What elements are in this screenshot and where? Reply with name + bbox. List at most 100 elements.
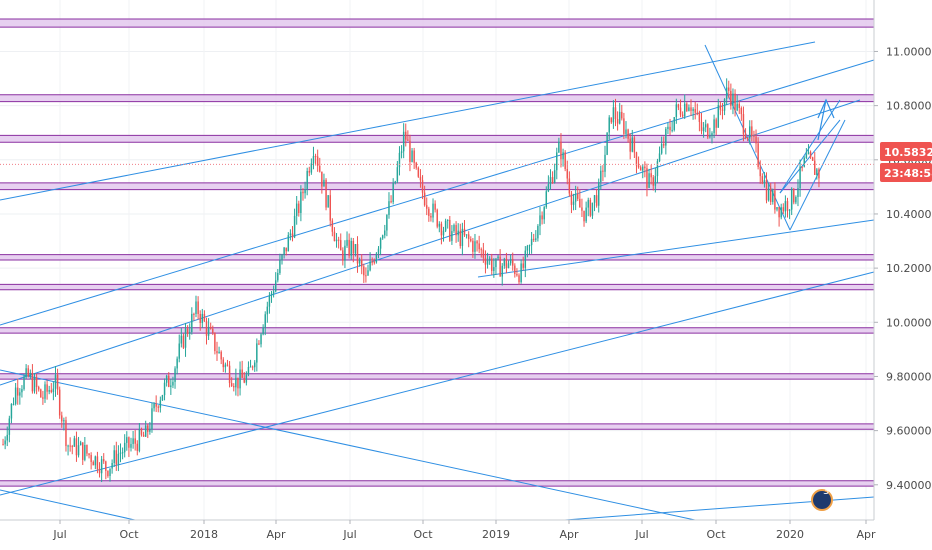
candle-body: [625, 129, 627, 134]
candle-body: [222, 359, 225, 368]
trendline: [0, 41, 816, 201]
candle-body: [679, 107, 682, 115]
candle-body: [602, 170, 604, 172]
y-axis-ticks: 11.0000010.8000010.6000010.4000010.20000…: [874, 45, 932, 492]
candle-body: [348, 239, 350, 256]
candle-body: [772, 190, 774, 202]
candle-body: [44, 384, 46, 399]
candle-body: [134, 438, 136, 444]
candle-body: [323, 179, 325, 187]
candle-body: [388, 201, 390, 215]
candle-body: [170, 385, 172, 387]
candle-body: [251, 366, 254, 368]
candle-body: [501, 265, 503, 277]
zone-band: [0, 423, 874, 430]
candle-body: [405, 131, 407, 140]
candle-body: [493, 267, 495, 271]
candle-body: [344, 245, 346, 261]
candle-body: [40, 389, 42, 398]
candle-body: [795, 197, 797, 203]
candle-body: [541, 215, 543, 220]
candle-body: [306, 170, 308, 190]
candle-body: [516, 274, 518, 276]
candle-body: [354, 244, 357, 254]
candle-body: [90, 455, 92, 462]
candle-body: [591, 202, 594, 216]
candle-body: [407, 139, 409, 141]
x-tick-label: Jul: [634, 528, 648, 541]
candle-body: [165, 375, 168, 383]
candle-body: [442, 230, 445, 236]
candle-body: [199, 313, 201, 323]
candle-body: [262, 327, 264, 335]
candle-body: [623, 118, 625, 134]
candle-body: [702, 127, 705, 132]
candle-body: [86, 444, 88, 454]
candle-body: [381, 235, 384, 239]
candle-body: [180, 335, 183, 344]
candle-body: [728, 87, 730, 91]
countdown-badge-bg: [880, 163, 932, 182]
candle-body: [111, 463, 113, 469]
candle-body: [488, 258, 491, 261]
candle-body: [132, 438, 134, 444]
candle-body: [539, 215, 541, 226]
candle-body: [805, 154, 808, 159]
candle-body: [746, 138, 749, 140]
candle-body: [117, 453, 120, 465]
candle-body: [793, 188, 795, 203]
candle-body: [421, 180, 424, 193]
candle-body: [212, 328, 214, 333]
candle-body: [480, 249, 482, 251]
candle-body: [92, 461, 94, 466]
x-tick-label: Apr: [559, 528, 579, 541]
candle-body: [109, 468, 111, 476]
candle-body: [639, 167, 642, 171]
candle-body: [329, 195, 331, 221]
candle-body: [126, 437, 128, 443]
candle-body: [63, 420, 65, 422]
candle-body: [10, 403, 13, 419]
candle-body: [94, 456, 97, 466]
candle-body: [474, 241, 476, 252]
candle-body: [287, 235, 290, 252]
x-tick-label: Jul: [52, 528, 66, 541]
candle-body: [342, 250, 344, 261]
candle-body: [814, 160, 816, 175]
candle-body: [100, 459, 103, 474]
candle-body: [394, 181, 397, 184]
candle-body: [373, 261, 376, 263]
candle-body: [495, 258, 497, 268]
candle-body: [293, 215, 296, 238]
candle-body: [285, 247, 287, 252]
candle-body: [258, 343, 260, 345]
candle-body: [453, 225, 455, 232]
candle-body: [312, 156, 315, 164]
candle-body: [482, 249, 485, 258]
candle-body: [136, 443, 139, 451]
candle-body: [21, 389, 23, 393]
candle-body: [572, 201, 575, 205]
candle-body: [497, 256, 499, 259]
x-tick-label: 2019: [482, 528, 510, 541]
candle-body: [138, 429, 141, 451]
candle-body: [174, 368, 176, 382]
candle-body: [444, 220, 447, 231]
x-tick-label: 2020: [776, 528, 804, 541]
candle-body: [790, 188, 793, 210]
candle-body: [782, 207, 785, 212]
candle-body: [12, 403, 15, 405]
trendline: [0, 271, 875, 496]
candle-body: [434, 203, 436, 210]
candle-body: [241, 369, 243, 378]
candle-body: [23, 376, 25, 390]
candle-body: [690, 107, 692, 111]
candle-body: [29, 372, 32, 377]
x-tick-label: Jul: [342, 528, 356, 541]
alert-badge[interactable]: 3: [811, 486, 833, 511]
zone-band: [0, 182, 874, 190]
alert-badge-circle[interactable]: [811, 489, 833, 511]
candle-body: [226, 364, 229, 366]
